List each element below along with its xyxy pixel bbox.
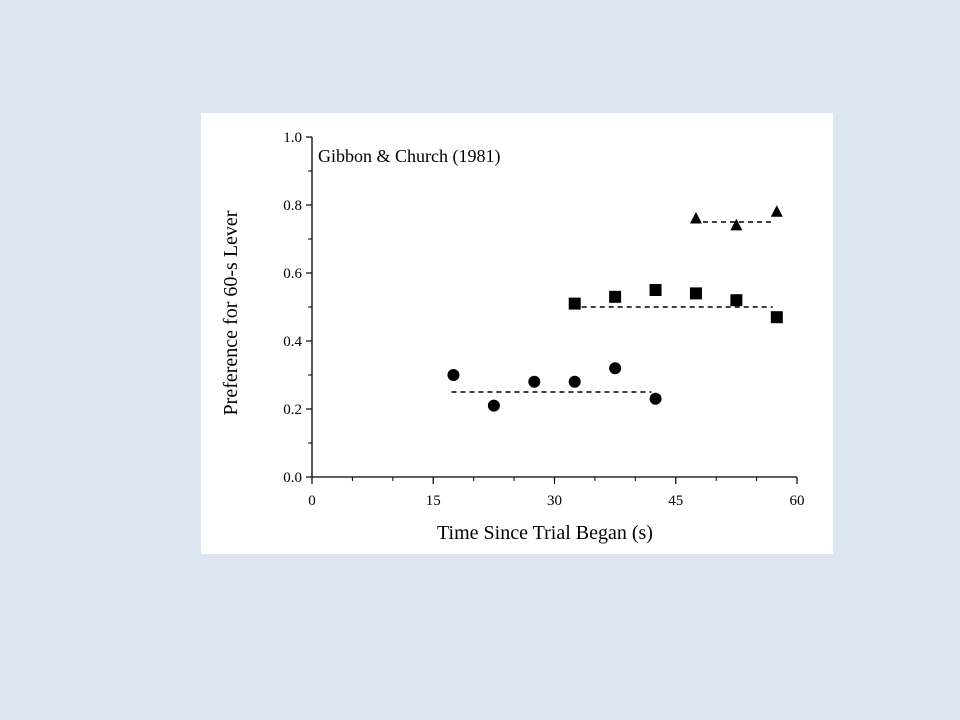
- square-marker: [730, 294, 743, 307]
- y-tick-label: 0.8: [283, 198, 302, 214]
- data-points: [447, 205, 783, 412]
- y-tick-label: 0.2: [283, 402, 302, 418]
- ticks: 0.0 0.2 0.4 0.6 0.8 1.0 0 15 30 45 60: [283, 130, 804, 509]
- triangle-marker: [689, 212, 702, 224]
- x-axis-label: Time Since Trial Began (s): [437, 522, 653, 544]
- chart-annotation: Gibbon & Church (1981): [318, 146, 500, 167]
- y-tick-label: 0.6: [283, 266, 302, 282]
- square-marker: [689, 287, 702, 300]
- triangle-marker: [770, 205, 783, 217]
- square-marker: [649, 284, 662, 296]
- y-tick-label: 1.0: [283, 130, 302, 146]
- y-axis-label: Preference for 60-s Lever: [220, 210, 242, 415]
- scatter-chart: 0.0 0.2 0.4 0.6 0.8 1.0 0 15 30 45 60 Gibbon & Chu…: [220, 130, 805, 544]
- square-marker: [568, 297, 581, 310]
- circle-marker: [447, 369, 460, 381]
- axes: [311, 137, 797, 478]
- mean-lines: [451, 221, 773, 393]
- x-tick-label: 45: [668, 493, 683, 509]
- y-tick-label: 0.4: [283, 334, 302, 350]
- figure-panel: 0.0 0.2 0.4 0.6 0.8 1.0 0 15 30 45 60 Gibbon & Chu…: [201, 113, 833, 554]
- circle-marker: [649, 392, 662, 405]
- circle-marker: [568, 375, 581, 388]
- y-tick-label: 0.0: [283, 470, 302, 486]
- x-tick-label: 0: [308, 493, 316, 509]
- circle-marker: [609, 362, 622, 375]
- x-tick-label: 30: [547, 493, 562, 509]
- circle-marker: [487, 399, 500, 412]
- triangle-marker: [730, 218, 743, 231]
- square-marker: [609, 290, 622, 303]
- x-tick-label: 60: [790, 493, 805, 509]
- circle-marker: [528, 375, 541, 388]
- x-tick-label: 15: [426, 493, 441, 509]
- square-marker: [770, 311, 783, 324]
